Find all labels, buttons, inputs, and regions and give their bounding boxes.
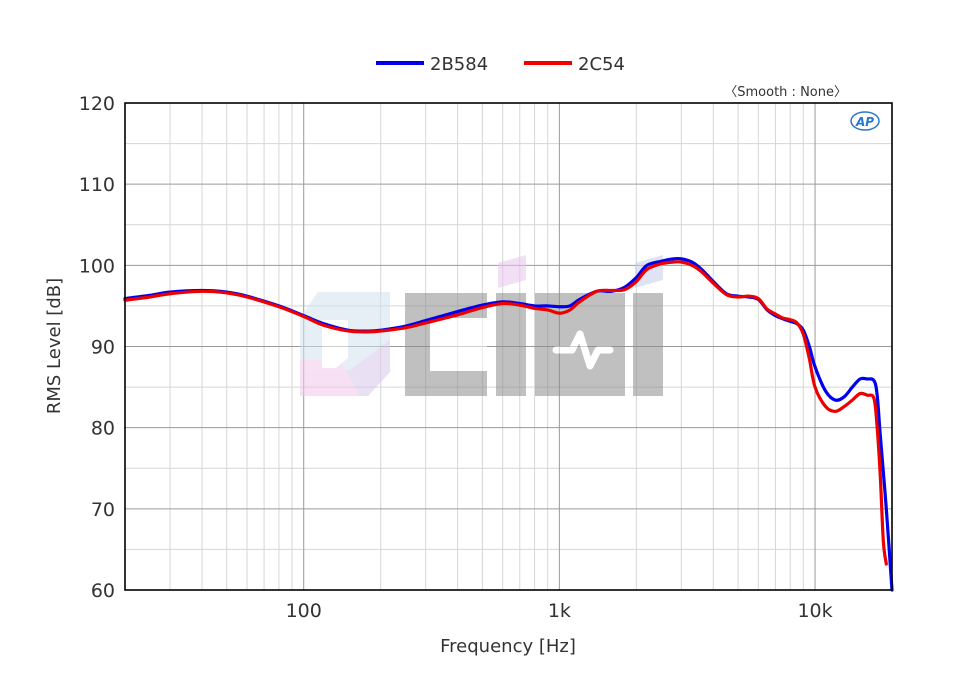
legend: 2B584 2C54 xyxy=(376,54,625,75)
cini-watermark xyxy=(300,255,663,396)
y-tick-label: 80 xyxy=(91,418,115,440)
ap-logo-text: AP xyxy=(855,115,874,129)
y-tick-label: 70 xyxy=(91,499,115,521)
ap-logo: AP xyxy=(850,111,880,131)
x-axis-title: Frequency [Hz] xyxy=(440,636,576,657)
y-tick-label: 100 xyxy=(79,255,115,277)
legend-label-2C54: 2C54 xyxy=(578,54,625,75)
x-tick-label: 1k xyxy=(548,600,571,622)
y-tick-labels: 60 70 80 90 100 110 120 xyxy=(79,93,115,602)
plot-frame xyxy=(124,102,893,591)
y-tick-label: 60 xyxy=(91,580,115,602)
x-tick-label: 100 xyxy=(286,600,322,622)
x-tick-label: 10k xyxy=(797,600,832,622)
legend-label-2B584: 2B584 xyxy=(430,54,488,75)
x-tick-labels: 100 1k 10k xyxy=(286,600,833,622)
y-tick-label: 110 xyxy=(79,174,115,196)
series-line-2C54 xyxy=(123,260,888,566)
y-tick-label: 90 xyxy=(91,337,115,359)
smoothing-note: 〈Smooth : None〉 xyxy=(724,85,847,100)
y-axis-title: RMS Level [dB] xyxy=(44,278,65,414)
y-tick-label: 120 xyxy=(79,93,115,115)
major-grid xyxy=(125,103,892,590)
series-lines xyxy=(123,256,894,592)
